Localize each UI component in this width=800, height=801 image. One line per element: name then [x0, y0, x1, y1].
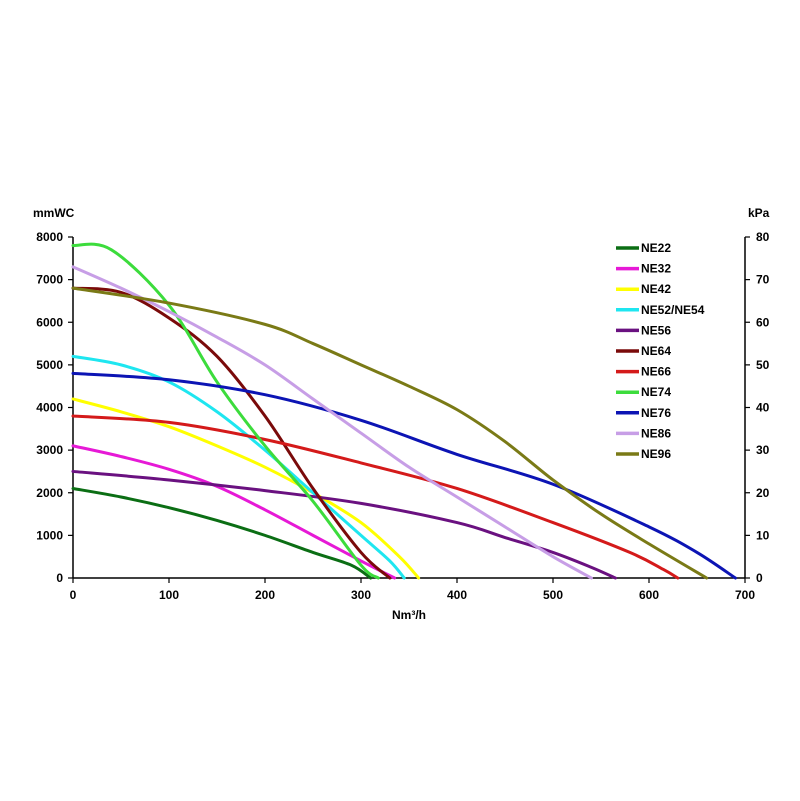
series-group: [71, 242, 737, 580]
x-tick-label: 600: [639, 588, 659, 602]
y-left-tick-label: 5000: [36, 358, 63, 372]
y-left-tick-label: 1000: [36, 528, 63, 542]
y-right-tick-label: 20: [756, 486, 770, 500]
x-tick-label: 200: [255, 588, 275, 602]
series-line-ne22: [71, 486, 373, 580]
y-left-tick-label: 3000: [36, 443, 63, 457]
legend-label-ne64: NE64: [641, 344, 671, 358]
y-left-tick-label: 0: [56, 571, 63, 585]
x-tick-label: 100: [159, 588, 179, 602]
y-right-tick-label: 60: [756, 315, 770, 329]
x-tick-label: 700: [735, 588, 755, 602]
x-tick-label: 300: [351, 588, 371, 602]
series-line-ne74: [71, 242, 380, 580]
y-right-tick-label: 10: [756, 528, 770, 542]
y-left-tick-label: 7000: [36, 273, 63, 287]
series-line-ne96: [71, 286, 709, 580]
legend-label-ne32: NE32: [641, 262, 671, 276]
legend-label-ne96: NE96: [641, 447, 671, 461]
y-left-tick-label: 2000: [36, 486, 63, 500]
y-left-tick-label: 4000: [36, 401, 63, 415]
y-right-tick-label: 50: [756, 358, 770, 372]
legend-label-ne22: NE22: [641, 241, 671, 255]
legend-label-ne86: NE86: [641, 426, 671, 440]
legend-label-ne74: NE74: [641, 385, 671, 399]
y-right-tick-label: 80: [756, 230, 770, 244]
series-line-ne52-ne54: [71, 354, 406, 580]
y-right-tick-label: 30: [756, 443, 770, 457]
y-left-tick-label: 6000: [36, 315, 63, 329]
legend: NE22 NE32 NE42 NE52/NE54 NE56 NE64 NE66 NE74 NE7…: [616, 241, 705, 461]
series-line-ne42: [71, 397, 421, 580]
x-axis-label: Nm³/h: [392, 608, 426, 622]
series-line-ne66: [71, 414, 680, 580]
legend-label-ne66: NE66: [641, 365, 671, 379]
legend-label-ne56: NE56: [641, 323, 671, 337]
x-tick-label: 400: [447, 588, 467, 602]
y-axis-label-left: mmWC: [33, 206, 75, 220]
y-axis-label-right: kPa: [748, 206, 770, 220]
y-left-tick-label: 8000: [36, 230, 63, 244]
legend-label-ne76: NE76: [641, 406, 671, 420]
legend-label-ne42: NE42: [641, 282, 671, 296]
series-line-ne76: [71, 371, 737, 580]
tick-group: 0 100 200 300 400 500 600 700010002000300040005…: [36, 230, 769, 602]
y-right-tick-label: 40: [756, 401, 770, 415]
y-right-tick-label: 0: [756, 571, 763, 585]
x-tick-label: 0: [70, 588, 77, 602]
series-line-ne56: [71, 469, 617, 580]
x-tick-label: 500: [543, 588, 563, 602]
legend-label-ne52-ne54: NE52/NE54: [641, 303, 705, 317]
series-line-ne86: [71, 265, 593, 580]
y-right-tick-label: 70: [756, 273, 770, 287]
